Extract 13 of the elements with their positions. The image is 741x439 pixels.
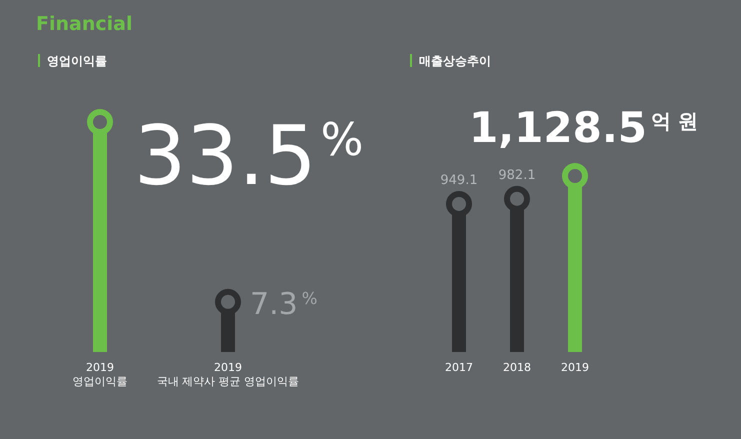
data-label: 33.5$^{%}$ [134,109,364,204]
data-label: 982.1 [498,168,536,183]
x-tick-label: 2019 영업이익률 [72,361,128,388]
x-tick-label: 2017 [445,361,473,374]
data-label: 7.3$^{%}$ [250,286,318,322]
data-label: 1,128.5$^{억 원}$ [469,103,698,152]
x-tick-label: 2018 [503,361,531,374]
data-label: 949.1 [440,172,478,188]
chart-title: Financial [36,13,132,35]
chart-subtitle: 매출상승추이 [419,54,491,68]
chart-subtitle: 영업이익률 [47,54,107,68]
x-tick-label: 2019 국내 제약사 평균 영업이익률 [156,361,300,388]
x-tick-label: 2019 [561,361,589,374]
